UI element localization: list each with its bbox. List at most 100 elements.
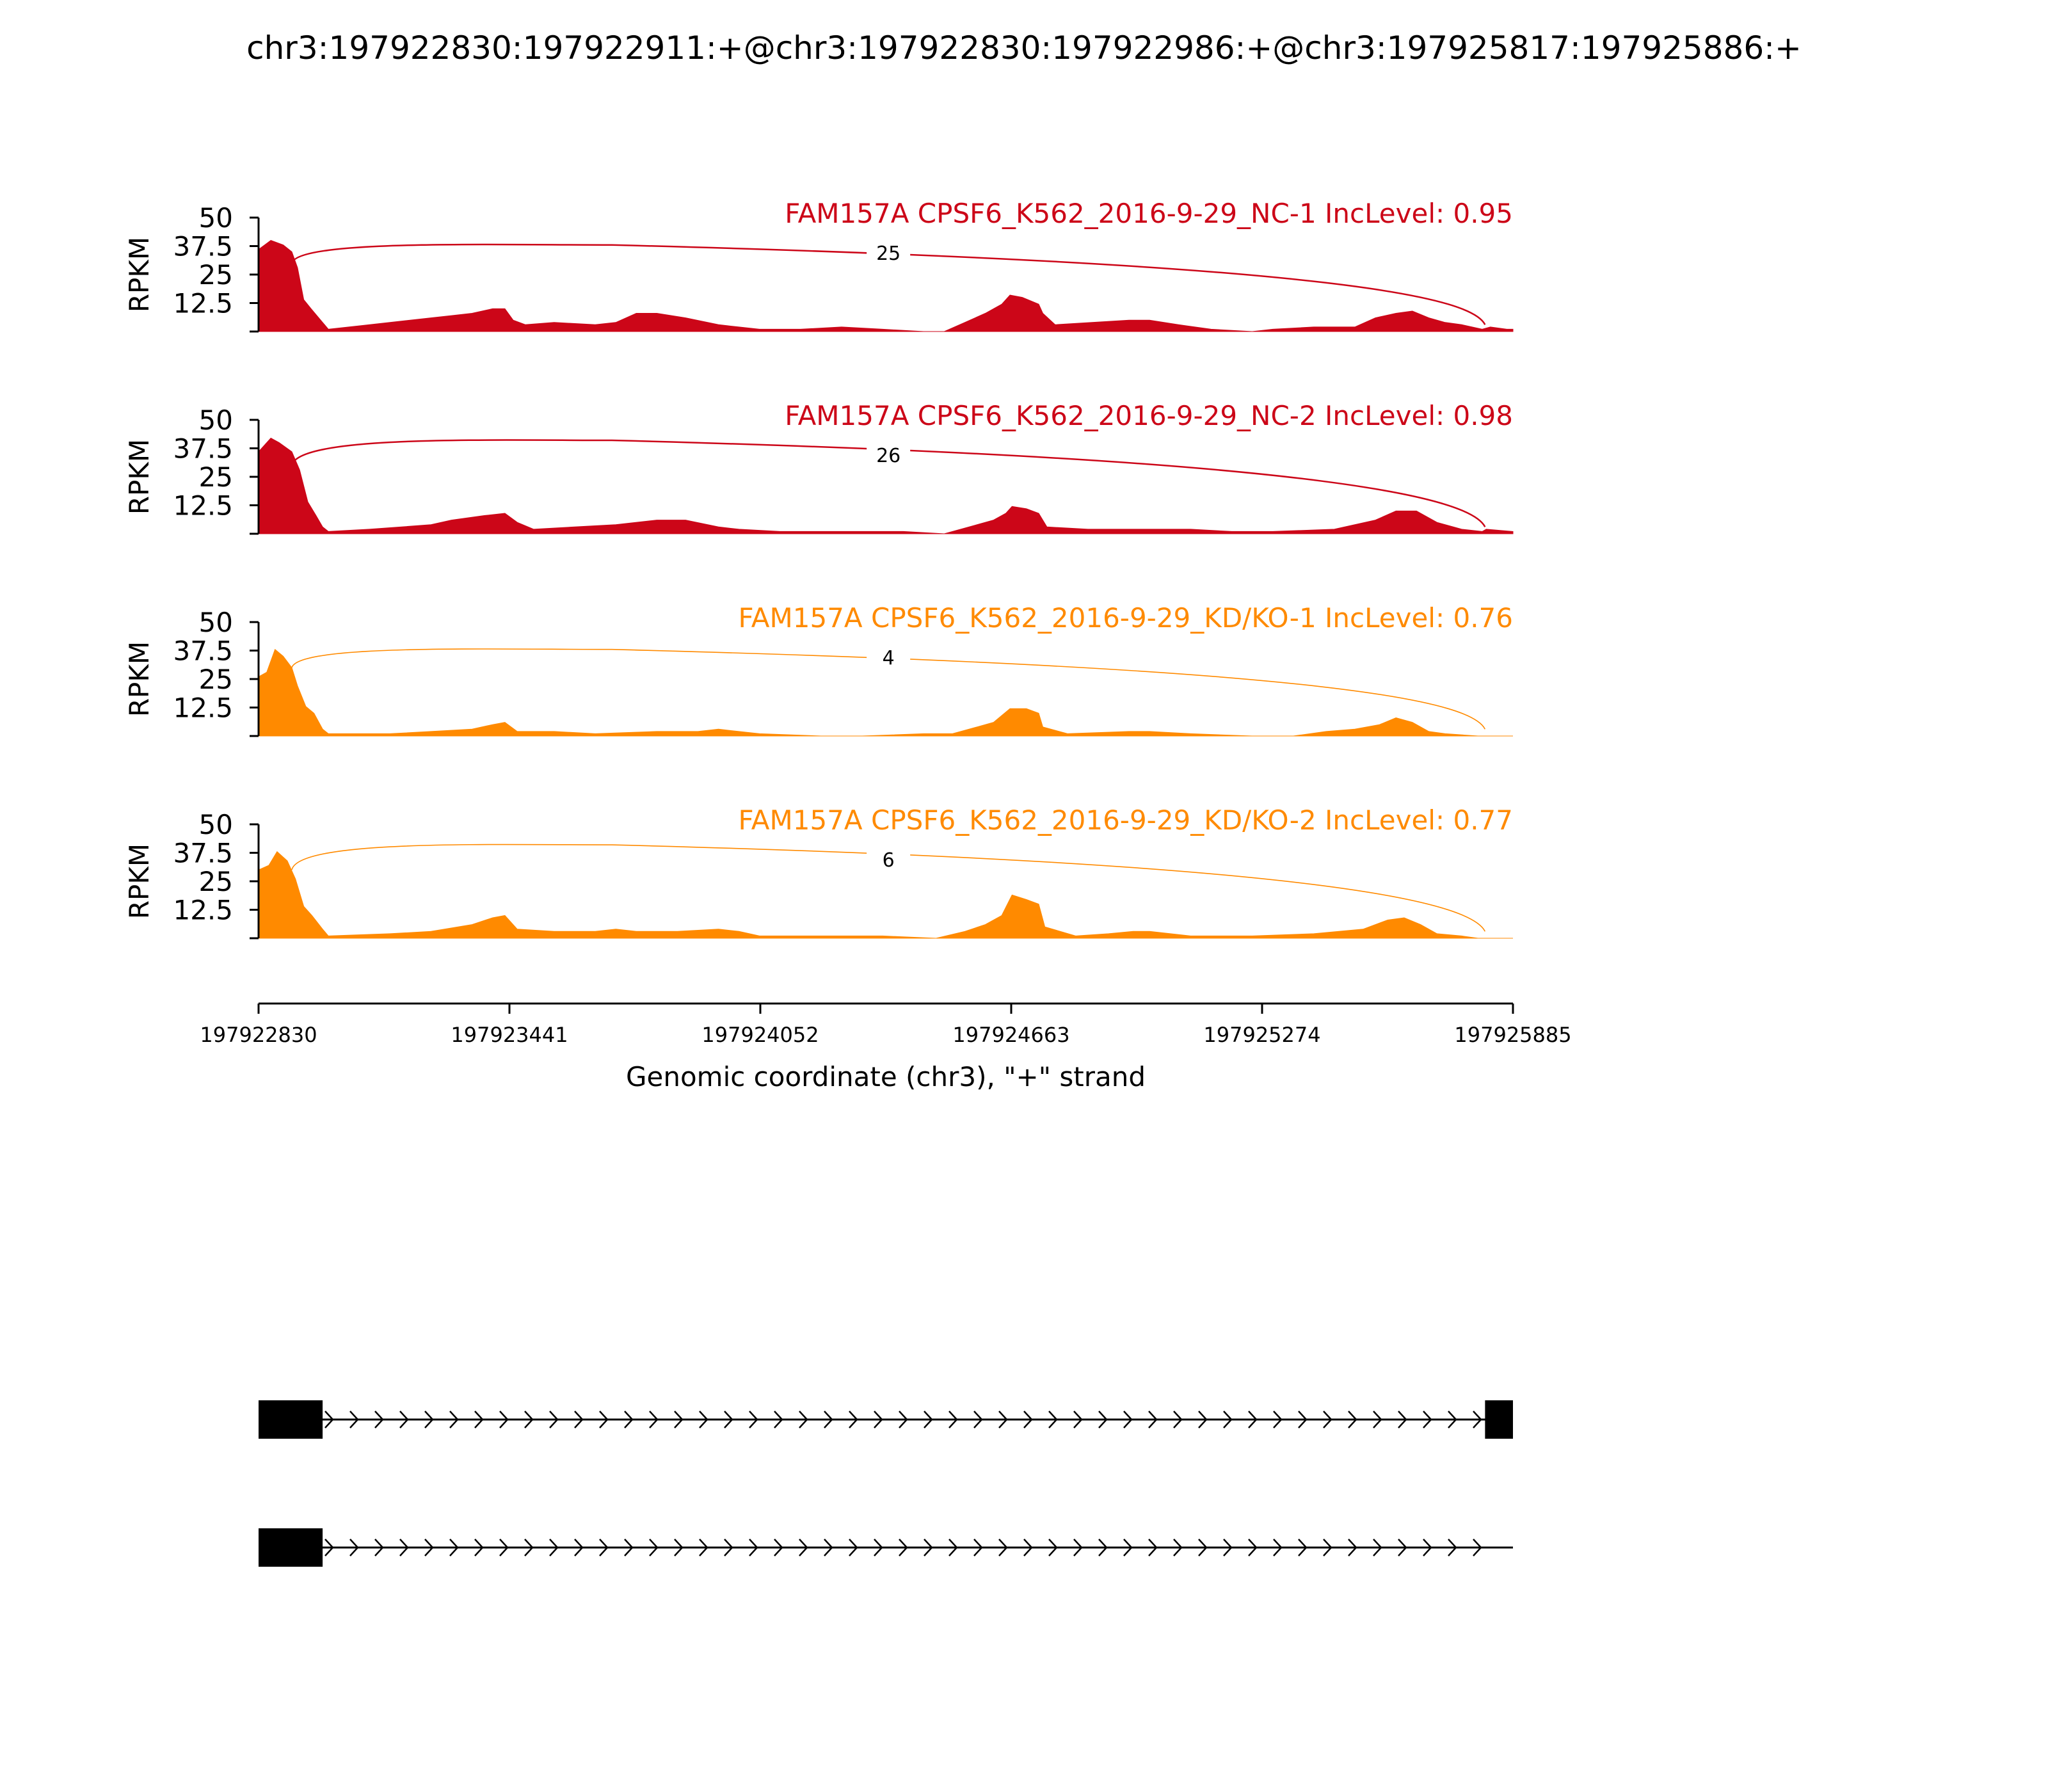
track-label: FAM157A CPSF6_K562_2016-9-29_KD/KO-2 Inc… — [739, 804, 1514, 836]
strand-arrow — [799, 1539, 808, 1556]
strand-arrow — [1323, 1411, 1332, 1428]
strand-arrow — [924, 1539, 933, 1556]
strand-arrow — [349, 1411, 359, 1428]
y-axis-label: RPKM — [124, 439, 155, 515]
track-label: FAM157A CPSF6_K562_2016-9-29_KD/KO-1 Inc… — [739, 602, 1514, 634]
x-tick-label: 197924663 — [952, 1023, 1069, 1047]
coverage-tracks: 25 FAM157A CPSF6_K562_2016-9-29_NC-1 IncL… — [124, 198, 1514, 940]
strand-arrow — [1123, 1539, 1133, 1556]
strand-arrow — [1173, 1539, 1183, 1556]
strand-arrow — [574, 1411, 584, 1428]
strand-arrow — [749, 1539, 758, 1556]
strand-arrow — [1423, 1411, 1432, 1428]
strand-arrow — [998, 1539, 1008, 1556]
strand-arrow — [948, 1539, 958, 1556]
strand-arrow — [674, 1539, 684, 1556]
strand-arrow — [973, 1411, 983, 1428]
strand-arrow — [1473, 1539, 1482, 1556]
strand-arrow — [549, 1539, 559, 1556]
strand-arrow — [1448, 1539, 1457, 1556]
strand-arrow — [749, 1411, 758, 1428]
junction-count-bg — [867, 849, 911, 870]
junction-count: 25 — [876, 243, 900, 265]
y-tick-label: 25 — [199, 866, 233, 897]
strand-arrow — [1348, 1411, 1357, 1428]
strand-arrow — [1173, 1411, 1183, 1428]
strand-arrow — [1098, 1539, 1108, 1556]
strand-arrow — [948, 1411, 958, 1428]
plot-title: chr3:197922830:197922911:+@chr3:19792283… — [246, 29, 1802, 67]
y-tick-label: 12.5 — [173, 490, 233, 522]
strand-arrow — [1348, 1539, 1357, 1556]
strand-arrow — [1298, 1411, 1308, 1428]
strand-arrow — [874, 1539, 883, 1556]
junction-count-bg — [867, 444, 911, 466]
strand-arrow — [324, 1539, 334, 1556]
strand-arrow — [599, 1539, 609, 1556]
strand-arrow — [1398, 1539, 1407, 1556]
strand-arrow — [874, 1411, 883, 1428]
strand-arrow — [1373, 1539, 1382, 1556]
strand-arrow — [399, 1539, 409, 1556]
strand-arrow — [1273, 1539, 1283, 1556]
strand-arrow — [799, 1411, 808, 1428]
strand-arrow — [1223, 1539, 1233, 1556]
y-tick-label: 37.5 — [173, 433, 233, 465]
coverage-track: 25 FAM157A CPSF6_K562_2016-9-29_NC-1 IncL… — [124, 198, 1514, 333]
strand-arrow — [1248, 1539, 1258, 1556]
y-tick-label: 12.5 — [173, 288, 233, 319]
strand-arrow — [774, 1411, 783, 1428]
strand-arrow — [374, 1539, 384, 1556]
track-label: FAM157A CPSF6_K562_2016-9-29_NC-1 IncLev… — [785, 198, 1513, 229]
strand-arrow — [998, 1411, 1008, 1428]
strand-arrow — [549, 1411, 559, 1428]
y-tick-label: 50 — [199, 809, 233, 840]
strand-arrow — [1023, 1411, 1033, 1428]
junction-arc — [291, 844, 1486, 932]
strand-arrow — [424, 1411, 434, 1428]
strand-arrow — [1273, 1411, 1283, 1428]
strand-arrow — [1423, 1539, 1432, 1556]
strand-arrow — [1048, 1539, 1058, 1556]
x-tick-label: 197925885 — [1454, 1023, 1571, 1047]
y-tick-label: 25 — [199, 259, 233, 291]
x-tick-label: 197922830 — [200, 1023, 317, 1047]
x-tick-label: 197925274 — [1203, 1023, 1320, 1047]
y-tick-label: 37.5 — [173, 636, 233, 667]
y-tick-label: 50 — [199, 202, 233, 234]
strand-arrow — [924, 1411, 933, 1428]
strand-arrow — [1073, 1539, 1083, 1556]
strand-arrow — [973, 1539, 983, 1556]
strand-arrow — [349, 1539, 359, 1556]
y-tick-label: 37.5 — [173, 231, 233, 262]
strand-arrow — [1323, 1539, 1332, 1556]
exon-block — [259, 1400, 323, 1439]
y-tick-label: 12.5 — [173, 895, 233, 926]
strand-arrow — [474, 1539, 484, 1556]
coverage-track: 6 FAM157A CPSF6_K562_2016-9-29_KD/KO-2 In… — [124, 804, 1514, 940]
strand-arrow — [499, 1539, 509, 1556]
track-label: FAM157A CPSF6_K562_2016-9-29_NC-2 IncLev… — [785, 400, 1513, 431]
gene-models — [259, 1400, 1513, 1567]
strand-arrow — [1198, 1539, 1208, 1556]
gene-model — [259, 1528, 1513, 1567]
strand-arrow — [724, 1539, 733, 1556]
junction-count: 26 — [876, 445, 900, 467]
strand-arrow — [1148, 1539, 1158, 1556]
strand-arrow — [899, 1411, 908, 1428]
strand-arrow — [1198, 1411, 1208, 1428]
strand-arrow — [449, 1539, 459, 1556]
strand-arrow — [574, 1539, 584, 1556]
coverage-area — [258, 240, 1514, 332]
strand-arrow — [1398, 1411, 1407, 1428]
strand-arrow — [624, 1411, 634, 1428]
strand-arrow — [1048, 1411, 1058, 1428]
strand-arrow — [674, 1411, 684, 1428]
x-axis-label: Genomic coordinate (chr3), "+" strand — [626, 1061, 1146, 1092]
strand-arrow — [649, 1539, 659, 1556]
junction-count: 6 — [883, 849, 895, 872]
y-axis-label: RPKM — [124, 641, 155, 717]
y-tick-label: 37.5 — [173, 838, 233, 869]
junction-count: 4 — [883, 647, 895, 669]
